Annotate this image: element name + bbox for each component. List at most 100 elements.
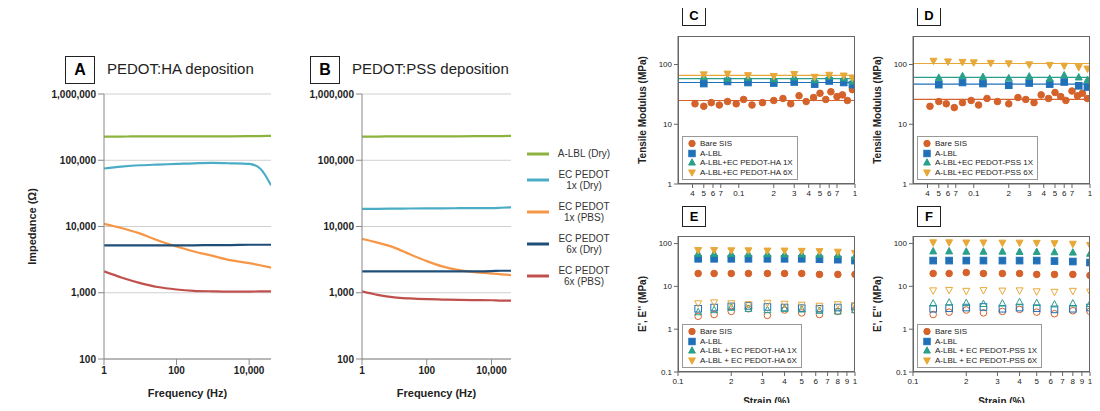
svg-text:0.1: 0.1 [896,368,908,377]
svg-text:1: 1 [668,180,673,189]
svg-text:100: 100 [659,60,673,69]
html-text:A: A [74,61,86,78]
svg-text:1,000,000: 1,000,000 [52,89,97,100]
svg-text:1: 1 [903,325,908,334]
svg-text:7: 7 [825,377,830,386]
svg-text:10: 10 [898,120,907,129]
svg-text:100,000: 100,000 [60,155,97,166]
svg-text:E', E'' (MPa): E', E'' (MPa) [637,276,648,332]
html-text:EC PEDOT 1x (Dry): EC PEDOT 1x (Dry) [558,169,610,191]
svg-text:8: 8 [1071,377,1076,386]
svg-text:100: 100 [79,354,96,365]
svg-text:7: 7 [1060,377,1065,386]
svg-text:6: 6 [946,189,951,198]
svg-text:10,000: 10,000 [476,365,507,376]
svg-text:7: 7 [954,189,959,198]
svg-text:5: 5 [1034,377,1039,386]
svg-text:10: 10 [663,282,672,291]
svg-text:0.1: 0.1 [733,189,745,198]
svg-text:1,000,000: 1,000,000 [310,89,355,100]
svg-text:1: 1 [359,365,365,376]
svg-text:0.1: 0.1 [661,368,673,377]
svg-text:1,000: 1,000 [329,287,354,298]
svg-text:Tensile Modulus (MPa): Tensile Modulus (MPa) [637,56,648,164]
svg-text:7: 7 [835,189,840,198]
svg-text:8: 8 [836,377,841,386]
svg-text:9: 9 [1080,377,1085,386]
svg-text:0.1: 0.1 [968,189,980,198]
html-text:EC PEDOT 6x (Dry): EC PEDOT 6x (Dry) [558,233,610,255]
svg-text:10,000: 10,000 [234,365,265,376]
svg-text:E', E'' (MPa): E', E'' (MPa) [872,276,883,332]
svg-text:100: 100 [659,239,673,248]
svg-text:Tensile Modulus (MPa): Tensile Modulus (MPa) [872,56,883,164]
svg-text:9: 9 [845,377,850,386]
svg-text:7: 7 [719,189,724,198]
svg-text:4: 4 [1017,377,1022,386]
svg-text:6: 6 [1062,189,1067,198]
svg-text:Strain (%): Strain (%) [743,396,790,403]
svg-text:100: 100 [894,60,908,69]
html-text:A-LBL: A-LBL [700,336,723,346]
html-text:EC PEDOT 1x (PBS): EC PEDOT 1x (PBS) [558,201,610,223]
svg-text:2: 2 [964,377,969,386]
html-text:A-LBL+EC PEDOT-PSS 6X: A-LBL+EC PEDOT-PSS 6X [935,167,1033,177]
svg-text:7: 7 [1070,189,1075,198]
svg-text:2: 2 [729,377,734,386]
svg-text:3: 3 [1027,189,1032,198]
html-text:D: D [924,8,934,23]
html-text:EC PEDOT 6x (PBS): EC PEDOT 6x (PBS) [558,265,610,287]
svg-text:1: 1 [903,180,908,189]
svg-text:Strain (%): Strain (%) [978,396,1025,403]
svg-text:4: 4 [782,377,787,386]
svg-text:100: 100 [168,365,185,376]
svg-text:10,000: 10,000 [65,221,96,232]
svg-text:100: 100 [337,354,354,365]
svg-text:6: 6 [827,189,832,198]
svg-text:6: 6 [711,189,716,198]
html-text:A-LBL (Dry): A-LBL (Dry) [557,148,611,159]
svg-text:1: 1 [853,377,858,386]
svg-text:1: 1 [668,325,673,334]
html-text:A-LBL: A-LBL [935,148,958,158]
html-text:PEDOT:PSS deposition: PEDOT:PSS deposition [352,60,509,77]
svg-text:10: 10 [663,120,672,129]
svg-text:3: 3 [995,377,1000,386]
svg-text:4: 4 [807,189,812,198]
svg-text:1,000: 1,000 [71,287,96,298]
html-text:E: E [689,209,699,224]
svg-text:5: 5 [799,377,804,386]
svg-text:10: 10 [898,282,907,291]
svg-text:Frequency (Hz): Frequency (Hz) [397,387,477,399]
svg-text:4: 4 [925,189,930,198]
html-text:PEDOT:HA deposition: PEDOT:HA deposition [107,60,254,77]
svg-text:Impedance (Ω): Impedance (Ω) [26,188,38,265]
svg-text:0.1: 0.1 [672,377,684,386]
svg-text:1: 1 [1088,377,1092,386]
svg-text:4: 4 [690,189,695,198]
svg-text:1: 1 [853,189,858,198]
svg-text:5: 5 [937,189,942,198]
svg-text:3: 3 [760,377,765,386]
svg-text:0.1: 0.1 [907,377,919,386]
html-text:B: B [319,61,331,78]
svg-text:3: 3 [792,189,797,198]
svg-text:5: 5 [702,189,707,198]
svg-text:100: 100 [418,365,435,376]
svg-text:5: 5 [818,189,823,198]
svg-text:100,000: 100,000 [318,155,355,166]
svg-text:4: 4 [1042,189,1047,198]
html-text:A-LBL: A-LBL [700,148,723,158]
svg-text:1: 1 [1088,189,1092,198]
svg-text:1: 1 [101,365,107,376]
svg-text:5: 5 [1053,189,1058,198]
svg-text:6: 6 [1049,377,1054,386]
svg-text:10,000: 10,000 [323,221,354,232]
svg-text:100: 100 [894,239,908,248]
html-text:C: C [689,8,699,23]
svg-text:Frequency (Hz): Frequency (Hz) [148,387,228,399]
svg-text:6: 6 [814,377,819,386]
html-text:A-LBL+EC PEDOT-HA 6X: A-LBL+EC PEDOT-HA 6X [700,167,793,177]
svg-text:2: 2 [1007,189,1012,198]
svg-text:2: 2 [772,189,777,198]
